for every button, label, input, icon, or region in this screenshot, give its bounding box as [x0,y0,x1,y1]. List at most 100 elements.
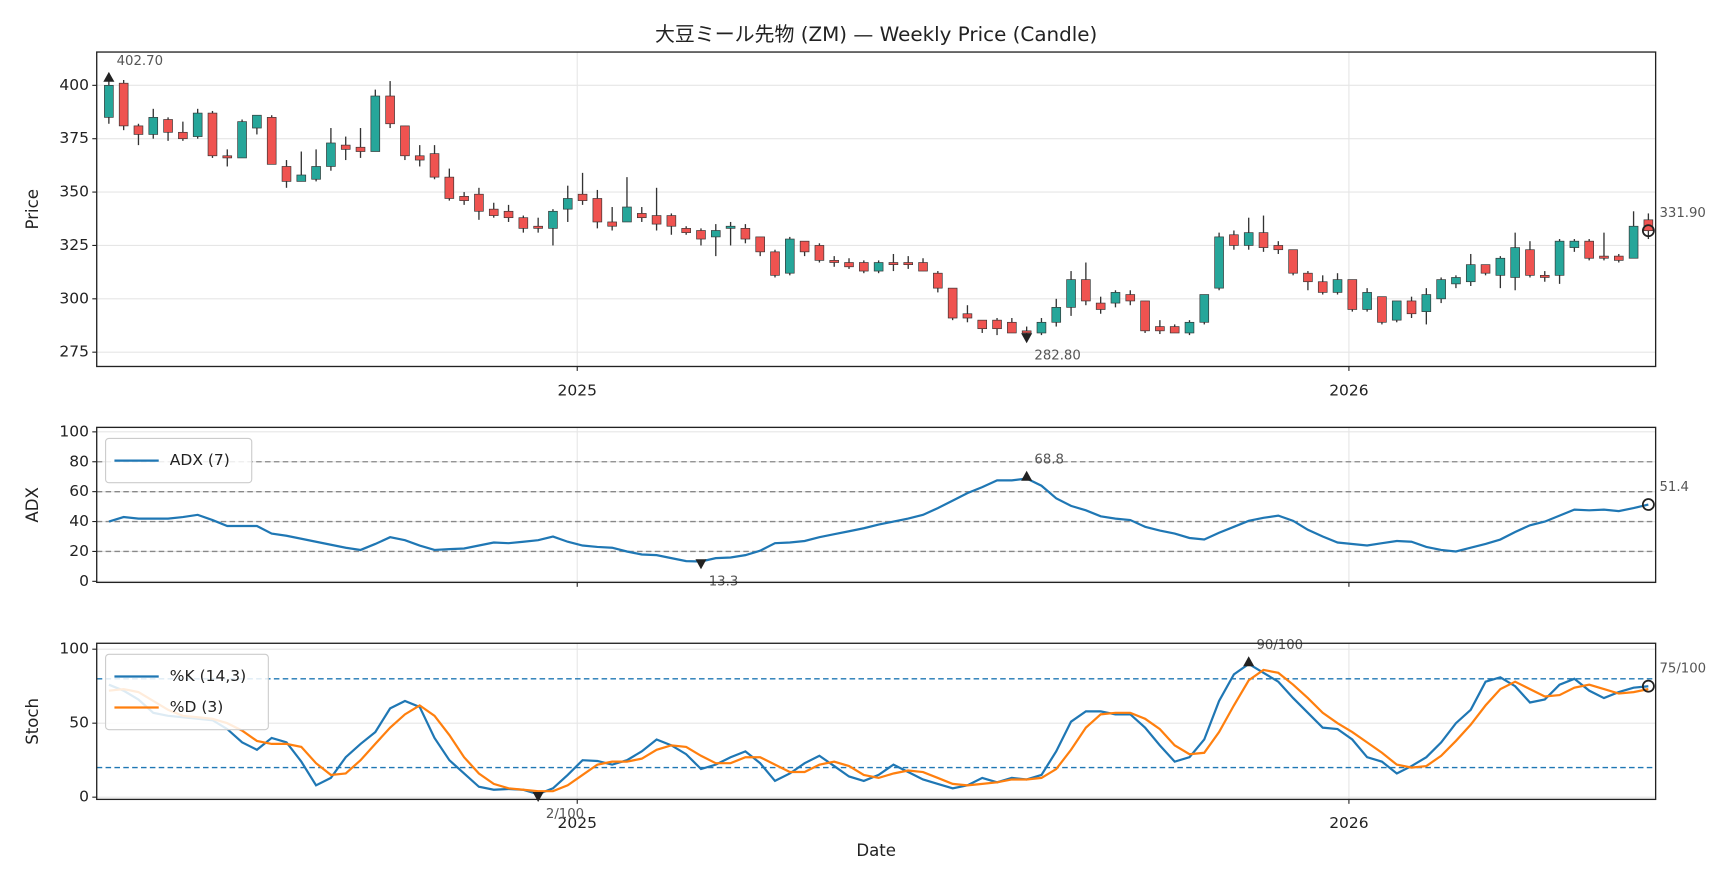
candle-body [1525,249,1535,276]
candle-body [1554,240,1565,276]
annotation: 282.80 [1034,348,1080,363]
chart-title: 大豆ミール先物 (ZM) — Weekly Price (Candle) [655,23,1097,46]
y-tick-label: 60 [69,482,89,500]
candle-body [340,144,351,150]
candle-body [1614,255,1624,261]
candle-body [1539,274,1550,278]
candle-body [859,262,869,272]
candle-body [1628,225,1639,259]
annotation: 90/100 [1256,638,1303,653]
annotation: 331.90 [1659,206,1705,221]
candle-body [844,262,854,268]
candle-body [1584,240,1594,259]
y-tick-label: 375 [59,129,89,147]
candle-body [488,208,499,216]
candle-body [1021,330,1032,334]
candle-body [1303,272,1313,283]
candle-body [1332,279,1343,293]
candle-body [992,319,1002,330]
last-marker [1641,498,1655,511]
candle-body [577,193,588,201]
candle-body [1317,281,1328,293]
candle-body [1391,300,1402,321]
candle-body [429,153,440,178]
candle-body [1465,264,1476,283]
candle-body [1495,257,1506,276]
y-tick-label: 300 [59,289,89,307]
candle-body [1051,307,1062,323]
candle-body [148,117,159,135]
series-line [108,668,1649,793]
legend-box [105,437,253,484]
annotation: 402.70 [117,54,163,69]
candle-body [163,119,173,133]
candle-body [933,272,943,289]
plot-frame [96,426,1657,584]
candle-body [1451,277,1461,285]
candle-body [873,262,884,272]
candle-body [592,198,603,223]
x-tick-label: 2026 [1329,381,1368,399]
candle-body [459,196,469,201]
legend-label: %K (14,3) [170,667,246,685]
candle-body [1140,300,1150,332]
candle-body [1243,232,1254,246]
candle-body [385,95,395,125]
candle-body [1110,292,1121,304]
y-tick-label: 20 [69,542,89,560]
candle-body [533,225,543,229]
candle-body [281,166,292,182]
annotation: 2/100 [546,807,584,822]
candle-body [178,131,188,140]
y-tick-label: 400 [59,76,89,94]
candle-body [711,230,721,238]
plot-frame [96,642,1657,801]
last-marker [1641,224,1655,238]
annotation: 68.8 [1034,453,1064,468]
candle-body [1169,326,1180,334]
candle-body [1406,300,1417,315]
series-line [108,662,1649,796]
y-tick-label: 50 [69,714,89,732]
candle-body [681,228,691,233]
candle-body [1288,249,1298,274]
candle-body [503,210,514,219]
candle-body [903,262,914,265]
candle-body [1036,321,1047,334]
plot-frame [96,51,1657,368]
candle-body [118,82,129,127]
series-line [108,477,1649,563]
candle-body [829,260,839,263]
candle-body [311,166,321,180]
min-marker [1021,333,1033,344]
candle-body [725,225,736,229]
legend-box [105,653,269,731]
candle-body [1214,236,1224,289]
candle-body [696,230,706,240]
candle-body [104,85,114,118]
candle-body [1273,245,1284,251]
candle-body [414,155,425,161]
candle-body [1155,326,1165,332]
candle-body [237,121,247,159]
x-tick-label: 2026 [1329,814,1368,832]
candle-body [977,319,988,330]
candle-body [1480,264,1491,274]
candle-body [133,125,144,135]
candle-body [785,238,795,274]
candle-body [651,215,662,225]
candle-body [962,313,973,319]
candle-body [1377,296,1387,323]
candle-body [1362,292,1372,310]
candle-body [1199,294,1210,323]
candle-body [888,262,899,265]
x-tick-label: 2025 [558,814,597,832]
candle-body [518,217,529,229]
max-marker [1243,656,1255,667]
min-marker [695,559,707,570]
y-tick-label: 325 [59,236,89,254]
max-marker [1021,470,1033,481]
candle-body [1436,279,1446,300]
candle-body [326,142,336,167]
